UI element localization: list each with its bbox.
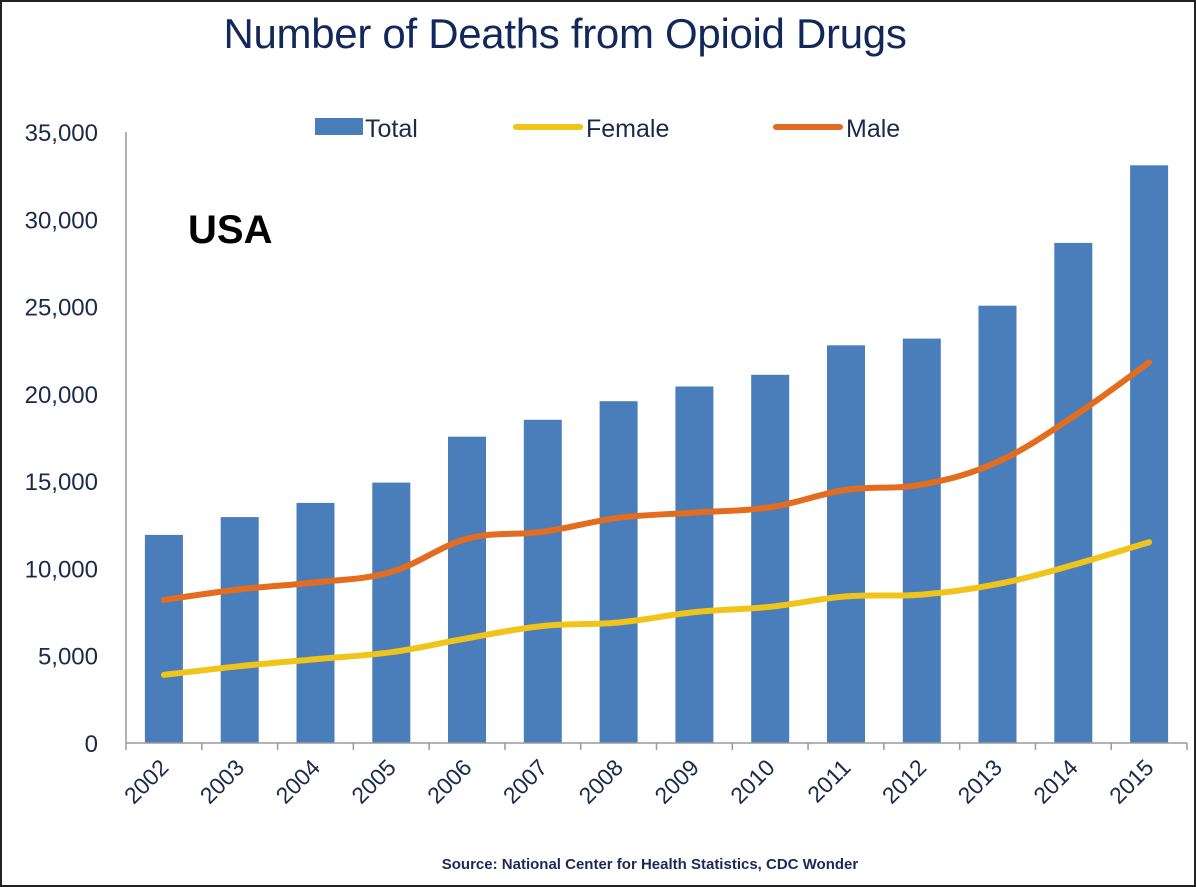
legend-label-male: Male [846, 115, 900, 143]
bar-total-2002 [144, 534, 183, 743]
line-series-group [160, 359, 1153, 678]
y-tick-label: 15,000 [25, 469, 98, 496]
y-tick-label: 20,000 [25, 382, 98, 409]
bar-total-2006 [448, 436, 486, 743]
y-tick-label: 0 [85, 731, 98, 758]
y-tick-label: 25,000 [25, 295, 98, 322]
source-note: Source: National Center for Health Stati… [441, 856, 859, 873]
bar-total-2013 [978, 305, 1017, 743]
x-tick-label: 2007 [498, 754, 553, 809]
bar-total-2005 [372, 482, 411, 743]
x-tick-label: 2005 [346, 754, 401, 809]
legend-swatch-total [315, 118, 363, 135]
bar-total-2010 [751, 374, 790, 743]
bar-series-total [144, 165, 1169, 744]
legend: Total Female Male [315, 115, 900, 143]
x-tick-label: 2006 [422, 754, 477, 809]
legend-label-female: Female [586, 115, 669, 143]
y-tick-label: 35,000 [25, 120, 98, 147]
bar-total-2014 [1054, 242, 1093, 743]
bar-total-2009 [675, 386, 714, 743]
x-tick-label: 2012 [877, 754, 932, 809]
bar-total-2008 [599, 401, 638, 743]
x-tick-label: 2015 [1104, 754, 1159, 809]
bar-total-2015 [1130, 165, 1169, 744]
y-tick-label: 5,000 [38, 644, 98, 671]
x-tick-label: 2013 [952, 754, 1007, 809]
x-tick-label: 2011 [802, 754, 855, 807]
x-tick-label: 2003 [195, 754, 250, 809]
bar-total-2012 [902, 338, 941, 743]
bar-total-2004 [296, 502, 335, 743]
bar-total-2007 [523, 419, 562, 743]
line-female [160, 539, 1153, 678]
x-tick-label: 2002 [119, 754, 174, 809]
chart-annotation-usa: USA [188, 208, 272, 252]
bar-total-2011 [827, 345, 865, 743]
x-tick-label: 2004 [270, 754, 325, 809]
x-tick-label: 2014 [1028, 754, 1083, 809]
y-tick-label: 10,000 [25, 556, 98, 583]
x-tick-label: 2009 [649, 754, 704, 809]
chart-title: Number of Deaths from Opioid Drugs [223, 10, 907, 57]
x-tick-label: 2010 [725, 754, 780, 809]
x-tick-label: 2008 [574, 754, 629, 809]
y-tick-label: 30,000 [25, 207, 98, 234]
bar-total-2003 [220, 517, 259, 743]
legend-label-total: Total [365, 115, 418, 143]
